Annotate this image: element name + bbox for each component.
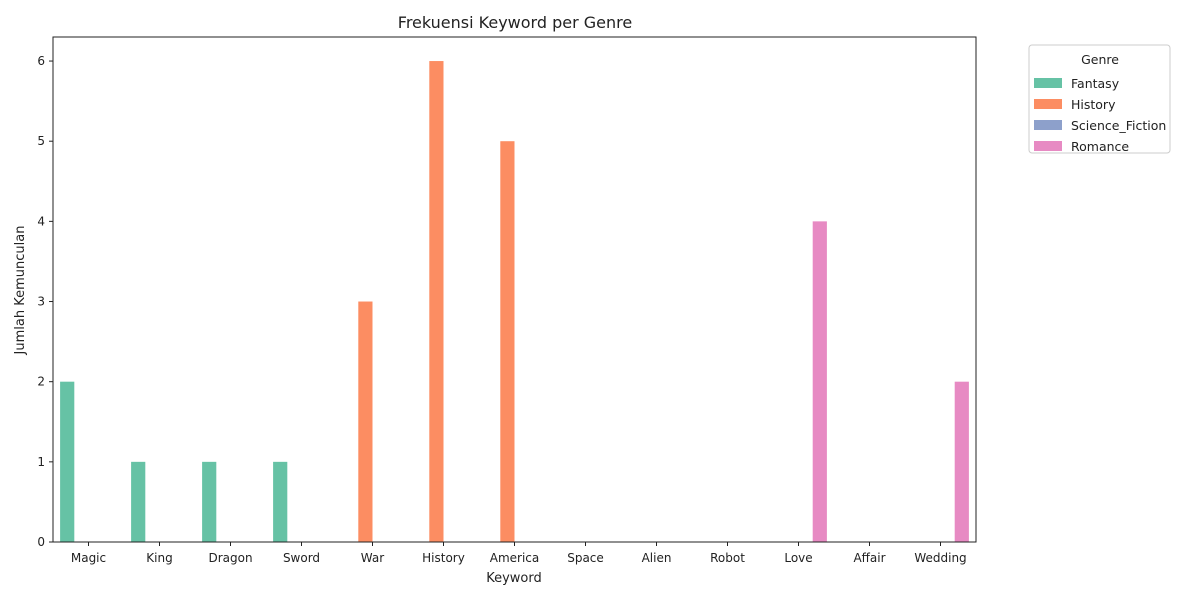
x-tick-label-affair: Affair: [853, 551, 885, 565]
y-axis-ticks: 0 1 2 3 4 5 6: [37, 54, 53, 549]
bar-fantasy-king: [131, 461, 146, 542]
x-axis-title: Keyword: [486, 571, 542, 586]
y-tick-label: 3: [37, 295, 45, 309]
bar-fantasy-dragon: [202, 461, 217, 542]
y-tick-label: 0: [37, 535, 45, 549]
bar-romance-love: [812, 221, 827, 542]
x-tick-label-war: War: [361, 551, 384, 565]
y-axis-title: Jumlah Kemunculan: [13, 226, 28, 356]
legend-swatch-fantasy: [1034, 78, 1062, 88]
x-tick-label-america: America: [490, 551, 540, 565]
bar-history-america: [500, 141, 515, 542]
x-tick-label-dragon: Dragon: [208, 551, 252, 565]
chart-title: Frekuensi Keyword per Genre: [398, 13, 632, 32]
y-tick-label: 5: [37, 134, 45, 148]
y-tick-label: 1: [37, 455, 45, 469]
x-tick-label-love: Love: [784, 551, 812, 565]
legend-title: Genre: [1081, 52, 1119, 67]
legend-swatch-romance: [1034, 141, 1062, 151]
legend-swatch-history: [1034, 99, 1062, 109]
x-tick-label-magic: Magic: [71, 551, 106, 565]
plot-frame: [52, 36, 977, 543]
bars-group: [60, 61, 969, 543]
legend-label-romance: Romance: [1071, 139, 1129, 154]
bar-history-history: [429, 61, 444, 543]
x-tick-label-space: Space: [567, 551, 604, 565]
x-tick-label-king: King: [146, 551, 172, 565]
x-tick-label-robot: Robot: [710, 551, 745, 565]
x-tick-label-alien: Alien: [642, 551, 672, 565]
x-axis-ticks: Magic King Dragon Sword War History America Spa…: [71, 542, 967, 565]
legend: Genre Fantasy History Science_Fiction Roman…: [1028, 44, 1171, 154]
y-tick-label: 6: [37, 54, 45, 68]
y-tick-label: 4: [37, 214, 45, 228]
bar-fantasy-magic: [60, 381, 75, 542]
legend-label-science_fiction: Science_Fiction: [1071, 118, 1166, 133]
legend-label-fantasy: Fantasy: [1071, 76, 1120, 91]
x-tick-label-sword: Sword: [283, 551, 320, 565]
legend-box: [1028, 44, 1171, 154]
bar-history-war: [358, 301, 373, 542]
legend-items: Fantasy History Science_Fiction Romance: [1034, 76, 1166, 154]
bar-romance-wedding: [954, 381, 969, 542]
x-tick-label-wedding: Wedding: [914, 551, 966, 565]
bar-fantasy-sword: [273, 461, 288, 542]
legend-swatch-science_fiction: [1034, 120, 1062, 130]
x-tick-label-history: History: [422, 551, 465, 565]
y-tick-label: 2: [37, 375, 45, 389]
legend-label-history: History: [1071, 97, 1116, 112]
